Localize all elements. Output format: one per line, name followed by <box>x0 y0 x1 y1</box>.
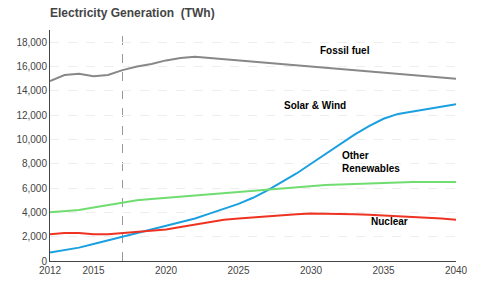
svg-text:2030: 2030 <box>300 265 323 276</box>
svg-text:4,000: 4,000 <box>22 207 47 218</box>
svg-text:2015: 2015 <box>82 265 105 276</box>
svg-text:2,000: 2,000 <box>22 231 47 242</box>
svg-text:Nuclear: Nuclear <box>371 216 408 227</box>
svg-text:2020: 2020 <box>155 265 178 276</box>
svg-text:10,000: 10,000 <box>16 134 47 145</box>
svg-text:14,000: 14,000 <box>16 85 47 96</box>
svg-text:Solar & Wind: Solar & Wind <box>284 100 346 111</box>
svg-text:18,000: 18,000 <box>16 37 47 48</box>
svg-text:2025: 2025 <box>227 265 250 276</box>
svg-text:OtherRenewables: OtherRenewables <box>342 150 400 174</box>
svg-text:2040: 2040 <box>445 265 468 276</box>
svg-text:2035: 2035 <box>372 265 395 276</box>
svg-text:6,000: 6,000 <box>22 183 47 194</box>
svg-text:0: 0 <box>41 256 47 267</box>
svg-text:2012: 2012 <box>39 265 62 276</box>
svg-text:8,000: 8,000 <box>22 158 47 169</box>
svg-text:Electricity Generation (TWh): Electricity Generation (TWh) <box>50 6 215 20</box>
svg-text:16,000: 16,000 <box>16 61 47 72</box>
svg-text:12,000: 12,000 <box>16 110 47 121</box>
svg-text:Fossil fuel: Fossil fuel <box>320 45 370 56</box>
